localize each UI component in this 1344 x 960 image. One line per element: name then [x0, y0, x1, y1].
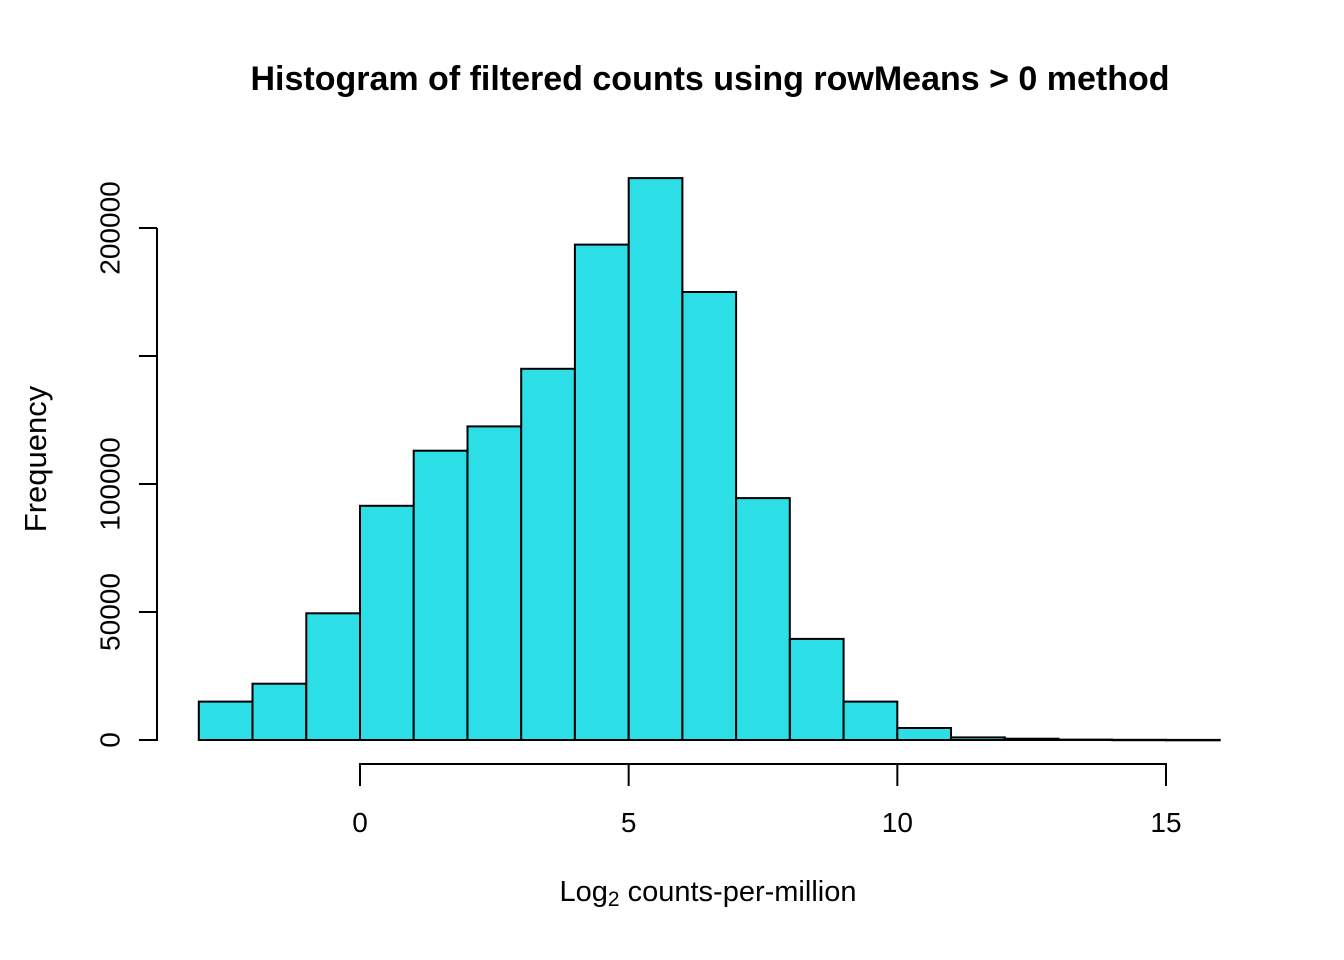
histogram-bar	[520, 367, 576, 741]
y-tick-label: 100000	[94, 437, 125, 530]
histogram-bar	[412, 449, 469, 741]
histogram-bar	[842, 700, 899, 741]
histogram-bar	[788, 637, 845, 742]
histogram-bar	[251, 682, 308, 742]
y-tick-label: 0	[94, 732, 125, 748]
y-tick-label: 200000	[94, 181, 125, 274]
histogram-bar	[950, 736, 1006, 742]
x-axis-title-prefix: Log	[559, 876, 608, 908]
x-axis-title: Log2 counts-per-million	[559, 876, 857, 912]
x-tick-label: 5	[621, 807, 637, 838]
y-tick-label: 50000	[94, 573, 125, 651]
histogram-bar	[735, 497, 791, 741]
x-tick-label: 10	[882, 807, 913, 838]
histogram-bar	[681, 291, 738, 741]
x-tick-label: 15	[1150, 807, 1181, 838]
histogram-bar	[305, 612, 361, 741]
histogram-bar	[573, 243, 630, 741]
histogram-bar	[896, 727, 952, 741]
histogram-bar	[359, 504, 415, 741]
histogram-bar	[627, 177, 684, 742]
x-tick-label: 0	[352, 807, 368, 838]
histogram-bar	[197, 700, 254, 741]
histogram-bar	[1003, 737, 1060, 742]
histogram-bar	[466, 425, 523, 741]
x-axis-title-rest: counts-per-million	[619, 876, 857, 908]
chart-title: Histogram of filtered counts using rowMe…	[250, 60, 1170, 98]
x-axis-title-subscript: 2	[607, 888, 620, 912]
